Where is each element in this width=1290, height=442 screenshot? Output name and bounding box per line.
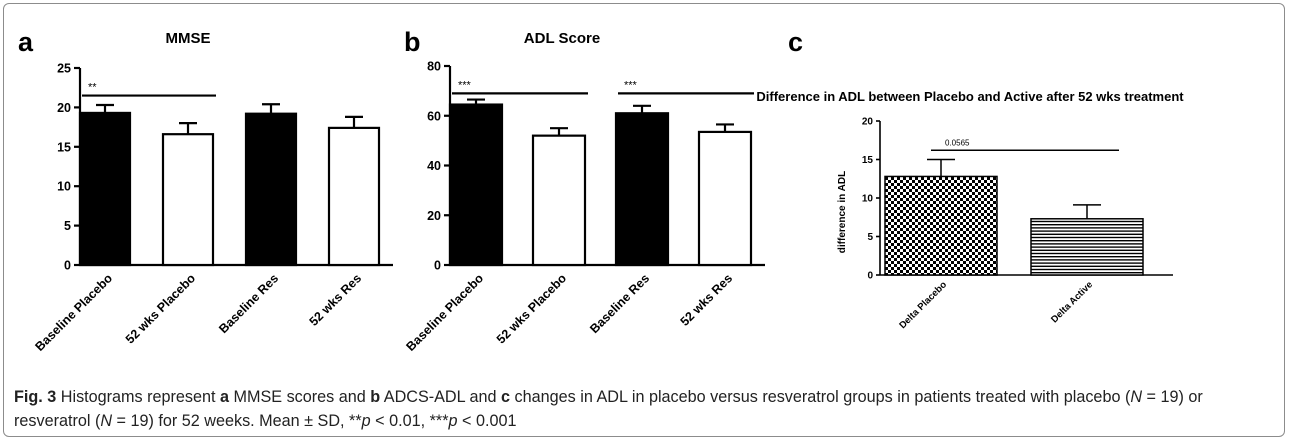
error-bar xyxy=(927,158,955,177)
caption-fig-label: Fig. 3 xyxy=(14,388,57,406)
bar xyxy=(614,112,670,267)
panel-letter-b: b xyxy=(404,27,421,57)
panel-a-category-labels: Baseline Placebo 52 wks Placebo Baseline… xyxy=(33,271,365,354)
panel-a-y-ticks: 0 5 10 15 20 25 xyxy=(57,62,71,273)
category-label: Delta Active xyxy=(1049,279,1095,325)
bar xyxy=(1030,218,1144,276)
panel-c-y-axis-label: difference in ADL xyxy=(837,171,848,253)
error-bar xyxy=(1073,204,1101,219)
y-tick-label: 5 xyxy=(867,232,873,243)
y-tick-label: 40 xyxy=(427,159,441,173)
caption-italic: N xyxy=(1130,388,1143,406)
figure-svg: a MMSE 0 5 10 15 20 25 Baseline Placebo … xyxy=(18,27,1184,354)
y-tick-label: 20 xyxy=(427,209,441,223)
panel-a: a MMSE 0 5 10 15 20 25 Baseline Placebo … xyxy=(18,27,393,354)
y-tick-label: 25 xyxy=(57,62,71,76)
error-bar xyxy=(467,98,485,105)
panel-b-y-ticks: 0 20 40 60 80 xyxy=(427,60,441,273)
bar xyxy=(697,130,753,267)
category-label: 52 wks Placebo xyxy=(123,271,199,347)
y-tick-label: 80 xyxy=(427,60,441,74)
panel-b-title: ADL Score xyxy=(524,30,600,47)
caption-text: MMSE scores and xyxy=(229,388,371,406)
significance-label: 0.0565 xyxy=(945,138,970,147)
figure-caption: Fig. 3 Histograms represent a MMSE score… xyxy=(14,385,1276,433)
error-bar xyxy=(262,103,280,114)
caption-panel-ref: c xyxy=(501,388,511,406)
bar xyxy=(78,111,132,267)
bar xyxy=(244,112,298,267)
y-tick-label: 5 xyxy=(64,219,71,233)
category-label: Baseline Res xyxy=(216,271,281,336)
panel-letter-c: c xyxy=(788,27,803,57)
panel-a-title: MMSE xyxy=(166,30,211,47)
category-label: 52 wks Placebo xyxy=(494,271,570,347)
y-tick-label: 0 xyxy=(64,259,71,273)
y-tick-label: 0 xyxy=(434,259,441,273)
error-bar xyxy=(633,104,651,114)
bar xyxy=(884,175,998,276)
caption-text: = 19) for 52 weeks. Mean ± SD, ** xyxy=(112,412,362,430)
panel-a-bars xyxy=(78,94,381,267)
panel-b-category-labels: Baseline Placebo 52 wks Placebo Baseline… xyxy=(404,271,736,354)
y-tick-label: 0 xyxy=(867,271,873,282)
bar xyxy=(161,133,215,267)
category-label: Baseline Placebo xyxy=(404,271,487,354)
error-bar xyxy=(550,127,568,136)
error-bar xyxy=(716,123,734,132)
bar xyxy=(448,103,504,267)
figure-frame xyxy=(3,3,1285,437)
panel-c-title: Difference in ADL between Placebo and Ac… xyxy=(756,89,1184,104)
panel-letter-a: a xyxy=(18,27,34,57)
error-bar xyxy=(345,115,363,128)
significance-label: ** xyxy=(88,82,97,94)
caption-panel-ref: a xyxy=(220,388,230,406)
panel-b-significance: *** *** xyxy=(458,79,638,91)
panel-b: b ADL Score 0 20 40 60 80 Baseline Place… xyxy=(404,27,765,354)
category-label: 52 wks Res xyxy=(678,271,736,329)
y-tick-label: 10 xyxy=(57,180,71,194)
caption-text: = 19) or resveratrol ( xyxy=(14,388,1203,430)
y-tick-label: 10 xyxy=(862,194,874,205)
panel-a-significance: ** xyxy=(88,82,97,94)
caption-italic: N xyxy=(100,412,113,430)
caption-text: changes in ADL in placebo versus resvera… xyxy=(510,388,1131,406)
caption-text: Histograms represent xyxy=(56,388,221,406)
panel-c-category-labels: Delta Placebo Delta Active xyxy=(897,279,1095,331)
error-bar xyxy=(96,103,114,113)
panel-c-bars xyxy=(884,149,1144,276)
y-tick-label: 20 xyxy=(862,117,874,128)
y-tick-label: 15 xyxy=(862,155,874,166)
panel-c-significance: 0.0565 xyxy=(945,138,970,147)
bar xyxy=(531,134,587,267)
caption-text: < 0.001 xyxy=(457,412,517,430)
caption-italic: p xyxy=(448,412,458,430)
panel-c-y-ticks: 0 5 10 15 20 xyxy=(862,117,874,282)
category-label: Baseline Res xyxy=(587,271,652,336)
y-tick-label: 20 xyxy=(57,101,71,115)
bar xyxy=(327,126,381,267)
category-label: Baseline Placebo xyxy=(33,271,116,354)
category-label: Delta Placebo xyxy=(897,279,949,331)
caption-text: ADCS-ADL and xyxy=(380,388,502,406)
error-bar xyxy=(179,122,197,135)
significance-label: *** xyxy=(624,79,638,91)
panel-c: c Difference in ADL between Placebo and … xyxy=(756,27,1184,331)
y-tick-label: 60 xyxy=(427,109,441,123)
y-tick-label: 15 xyxy=(57,140,71,154)
significance-label: *** xyxy=(458,79,472,91)
panel-b-bars xyxy=(448,92,754,267)
category-label: 52 wks Res xyxy=(307,271,365,329)
caption-italic: p xyxy=(361,412,371,430)
caption-panel-ref: b xyxy=(370,388,381,406)
caption-text: < 0.01, *** xyxy=(370,412,449,430)
